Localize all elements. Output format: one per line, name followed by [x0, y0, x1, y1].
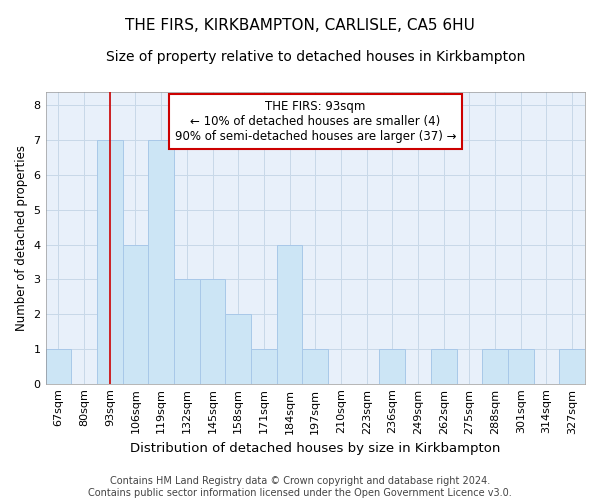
Text: THE FIRS: 93sqm
← 10% of detached houses are smaller (4)
90% of semi-detached ho: THE FIRS: 93sqm ← 10% of detached houses…: [175, 100, 456, 144]
Bar: [277, 244, 302, 384]
Y-axis label: Number of detached properties: Number of detached properties: [15, 144, 28, 330]
Bar: [148, 140, 174, 384]
Title: Size of property relative to detached houses in Kirkbampton: Size of property relative to detached ho…: [106, 50, 525, 64]
Bar: [559, 349, 585, 384]
Bar: [482, 349, 508, 384]
Bar: [200, 280, 226, 384]
Bar: [508, 349, 533, 384]
Text: Contains HM Land Registry data © Crown copyright and database right 2024.
Contai: Contains HM Land Registry data © Crown c…: [88, 476, 512, 498]
Bar: [46, 349, 71, 384]
Bar: [122, 244, 148, 384]
Bar: [302, 349, 328, 384]
X-axis label: Distribution of detached houses by size in Kirkbampton: Distribution of detached houses by size …: [130, 442, 500, 455]
Bar: [226, 314, 251, 384]
Bar: [379, 349, 405, 384]
Text: THE FIRS, KIRKBAMPTON, CARLISLE, CA5 6HU: THE FIRS, KIRKBAMPTON, CARLISLE, CA5 6HU: [125, 18, 475, 32]
Bar: [431, 349, 457, 384]
Bar: [251, 349, 277, 384]
Bar: [174, 280, 200, 384]
Bar: [97, 140, 122, 384]
